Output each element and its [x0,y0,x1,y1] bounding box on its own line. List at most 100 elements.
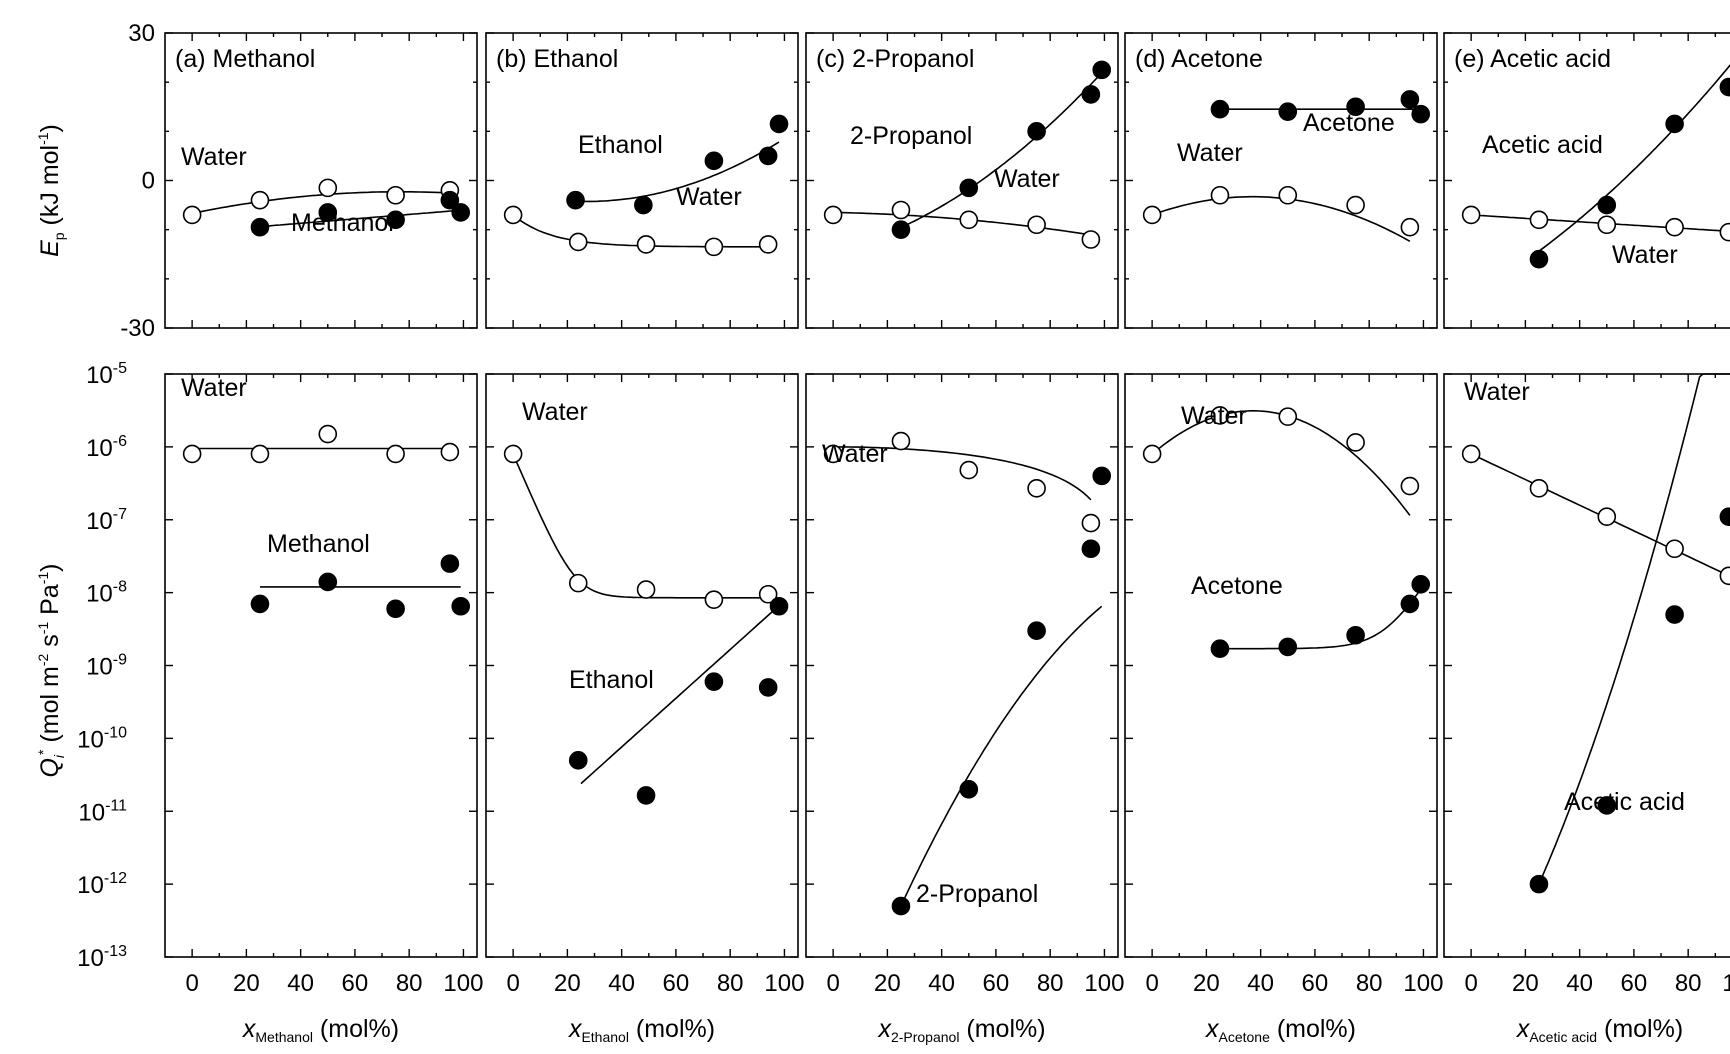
data-point-bottom-water [1210,406,1230,425]
panel-title: (d) Acetone [1135,45,1263,73]
fit-curve-bottom-organic [580,605,780,785]
x-tick-label: 0 [826,970,839,997]
x-tick-label: 100 [764,970,804,997]
x-tick-label: 60 [1302,970,1329,997]
x-tick-label: 20 [874,970,901,997]
data-point-bottom-organic [386,599,405,619]
panel-frame-bottom [1124,373,1438,958]
data-point-bottom-organic [568,751,588,770]
data-point-top-water [182,205,202,225]
data-point-top-water [891,200,911,220]
x-tick-label: 100 [443,970,483,997]
x-axis-label: xMethanol (mol%) [242,1015,399,1045]
data-point-bottom-organic [1278,637,1298,657]
data-point-top-organic [566,190,585,210]
x-tick-label: 100 [1722,970,1730,997]
panel-a: 0 20 40 60 80 100 (a) Methanol xMethanol (mol%)… [164,32,483,1045]
data-point-top-organic [1210,99,1230,119]
series-label-bottom-organic: Acetic acid [1564,788,1685,816]
x-tick-label: 80 [396,970,423,997]
y-tick-label-bottom: 10-12 [77,870,127,899]
data-point-bottom-water [959,460,979,480]
data-point-top-water [1027,215,1046,235]
data-point-top-water [758,235,778,254]
fit-curve-top-organic [900,72,1103,229]
x-tick-label: 0 [185,970,198,997]
data-point-top-organic [250,217,270,237]
data-point-bottom-water [1400,476,1420,496]
x-axis-label: x2-Propanol (mol%) [877,1015,1045,1045]
x-tick-label: 40 [928,970,955,997]
data-point-top-water [1529,210,1549,230]
fit-curve-top-water [1151,195,1411,242]
data-point-top-organic [1278,102,1298,121]
data-point-top-organic [440,190,460,210]
x-tick-label: 20 [1512,970,1539,997]
data-point-bottom-organic [758,678,778,697]
data-point-top-water [568,232,588,252]
panel-b: 0 20 40 60 80 100 (b) Ethanol xEthanol (mol%) Wa… [485,32,804,1045]
data-point-bottom-water [758,584,778,604]
data-point-top-water [959,210,979,230]
data-point-top-organic [891,220,911,239]
x-tick-label: 60 [342,970,369,997]
y-tick-label-bottom: 10-5 [86,360,127,389]
data-point-top-organic [758,146,778,166]
x-tick-label: 0 [506,970,519,997]
fit-curve-top-organic [259,209,461,228]
panel-frame-top [164,32,478,329]
data-point-top-organic [1400,90,1420,109]
data-point-top-organic [1597,195,1617,215]
data-point-bottom-water [1142,444,1162,464]
series-label-top-water: Water [676,183,742,211]
y-tick-label-top: 0 [142,168,155,195]
data-point-bottom-water [1346,433,1365,452]
data-point-top-water [503,205,523,225]
data-point-top-water [704,237,724,257]
x-tick-label: 80 [1675,970,1702,997]
data-point-bottom-water [1597,507,1617,527]
series-label-top-organic: Methanol [291,209,394,237]
series-label-bottom-water: Water [522,398,588,426]
data-point-bottom-organic [250,594,270,614]
data-point-top-organic [1529,249,1549,269]
data-point-top-water [250,190,270,210]
x-tick-label: 0 [1145,970,1158,997]
x-tick-label: 0 [1464,970,1477,997]
y-tick-label-bottom: 10-9 [86,652,127,681]
panel-frame-top [805,32,1119,329]
series-label-top-organic: Ethanol [578,131,663,159]
series-label-bottom-water: Water [1464,378,1530,406]
data-point-bottom-organic [318,572,338,592]
data-point-top-organic [704,151,724,171]
panel-title: (e) Acetic acid [1454,45,1611,73]
data-point-bottom-organic [959,780,979,799]
x-tick-label: 20 [233,970,260,997]
data-point-top-water [318,178,338,198]
series-label-bottom-organic: 2-Propanol [916,880,1038,908]
y-tick-label-bottom: 10-8 [86,579,127,608]
data-point-bottom-water [636,580,656,599]
data-point-top-organic [1027,122,1046,141]
data-point-bottom-water [1027,479,1046,498]
data-point-bottom-organic [769,596,789,616]
data-point-bottom-water [318,424,338,444]
data-point-top-water [1400,217,1420,237]
fit-curve-top-organic [581,141,780,203]
data-point-bottom-organic [1597,796,1617,815]
fit-curve-bottom-organic [900,605,1103,907]
data-point-top-organic [318,203,338,222]
series-label-bottom-organic: Ethanol [569,666,654,694]
x-tick-label: 60 [1621,970,1648,997]
data-point-top-water [823,205,843,225]
data-point-bottom-water [1665,539,1684,559]
fit-curve-bottom-water [512,453,771,599]
data-point-top-organic [1411,104,1431,124]
fit-curve-bottom-organic [1538,373,1730,885]
panel-d: 0 20 40 60 80 100 (d) Acetone xAcetone (mol%) Wa… [1124,32,1443,1045]
y-tick-label-top: -30 [120,315,155,342]
series-label-top-organic: Acetic acid [1482,131,1603,159]
data-point-bottom-water [503,444,523,464]
data-point-bottom-organic [1400,594,1420,614]
data-point-bottom-water [440,442,460,462]
